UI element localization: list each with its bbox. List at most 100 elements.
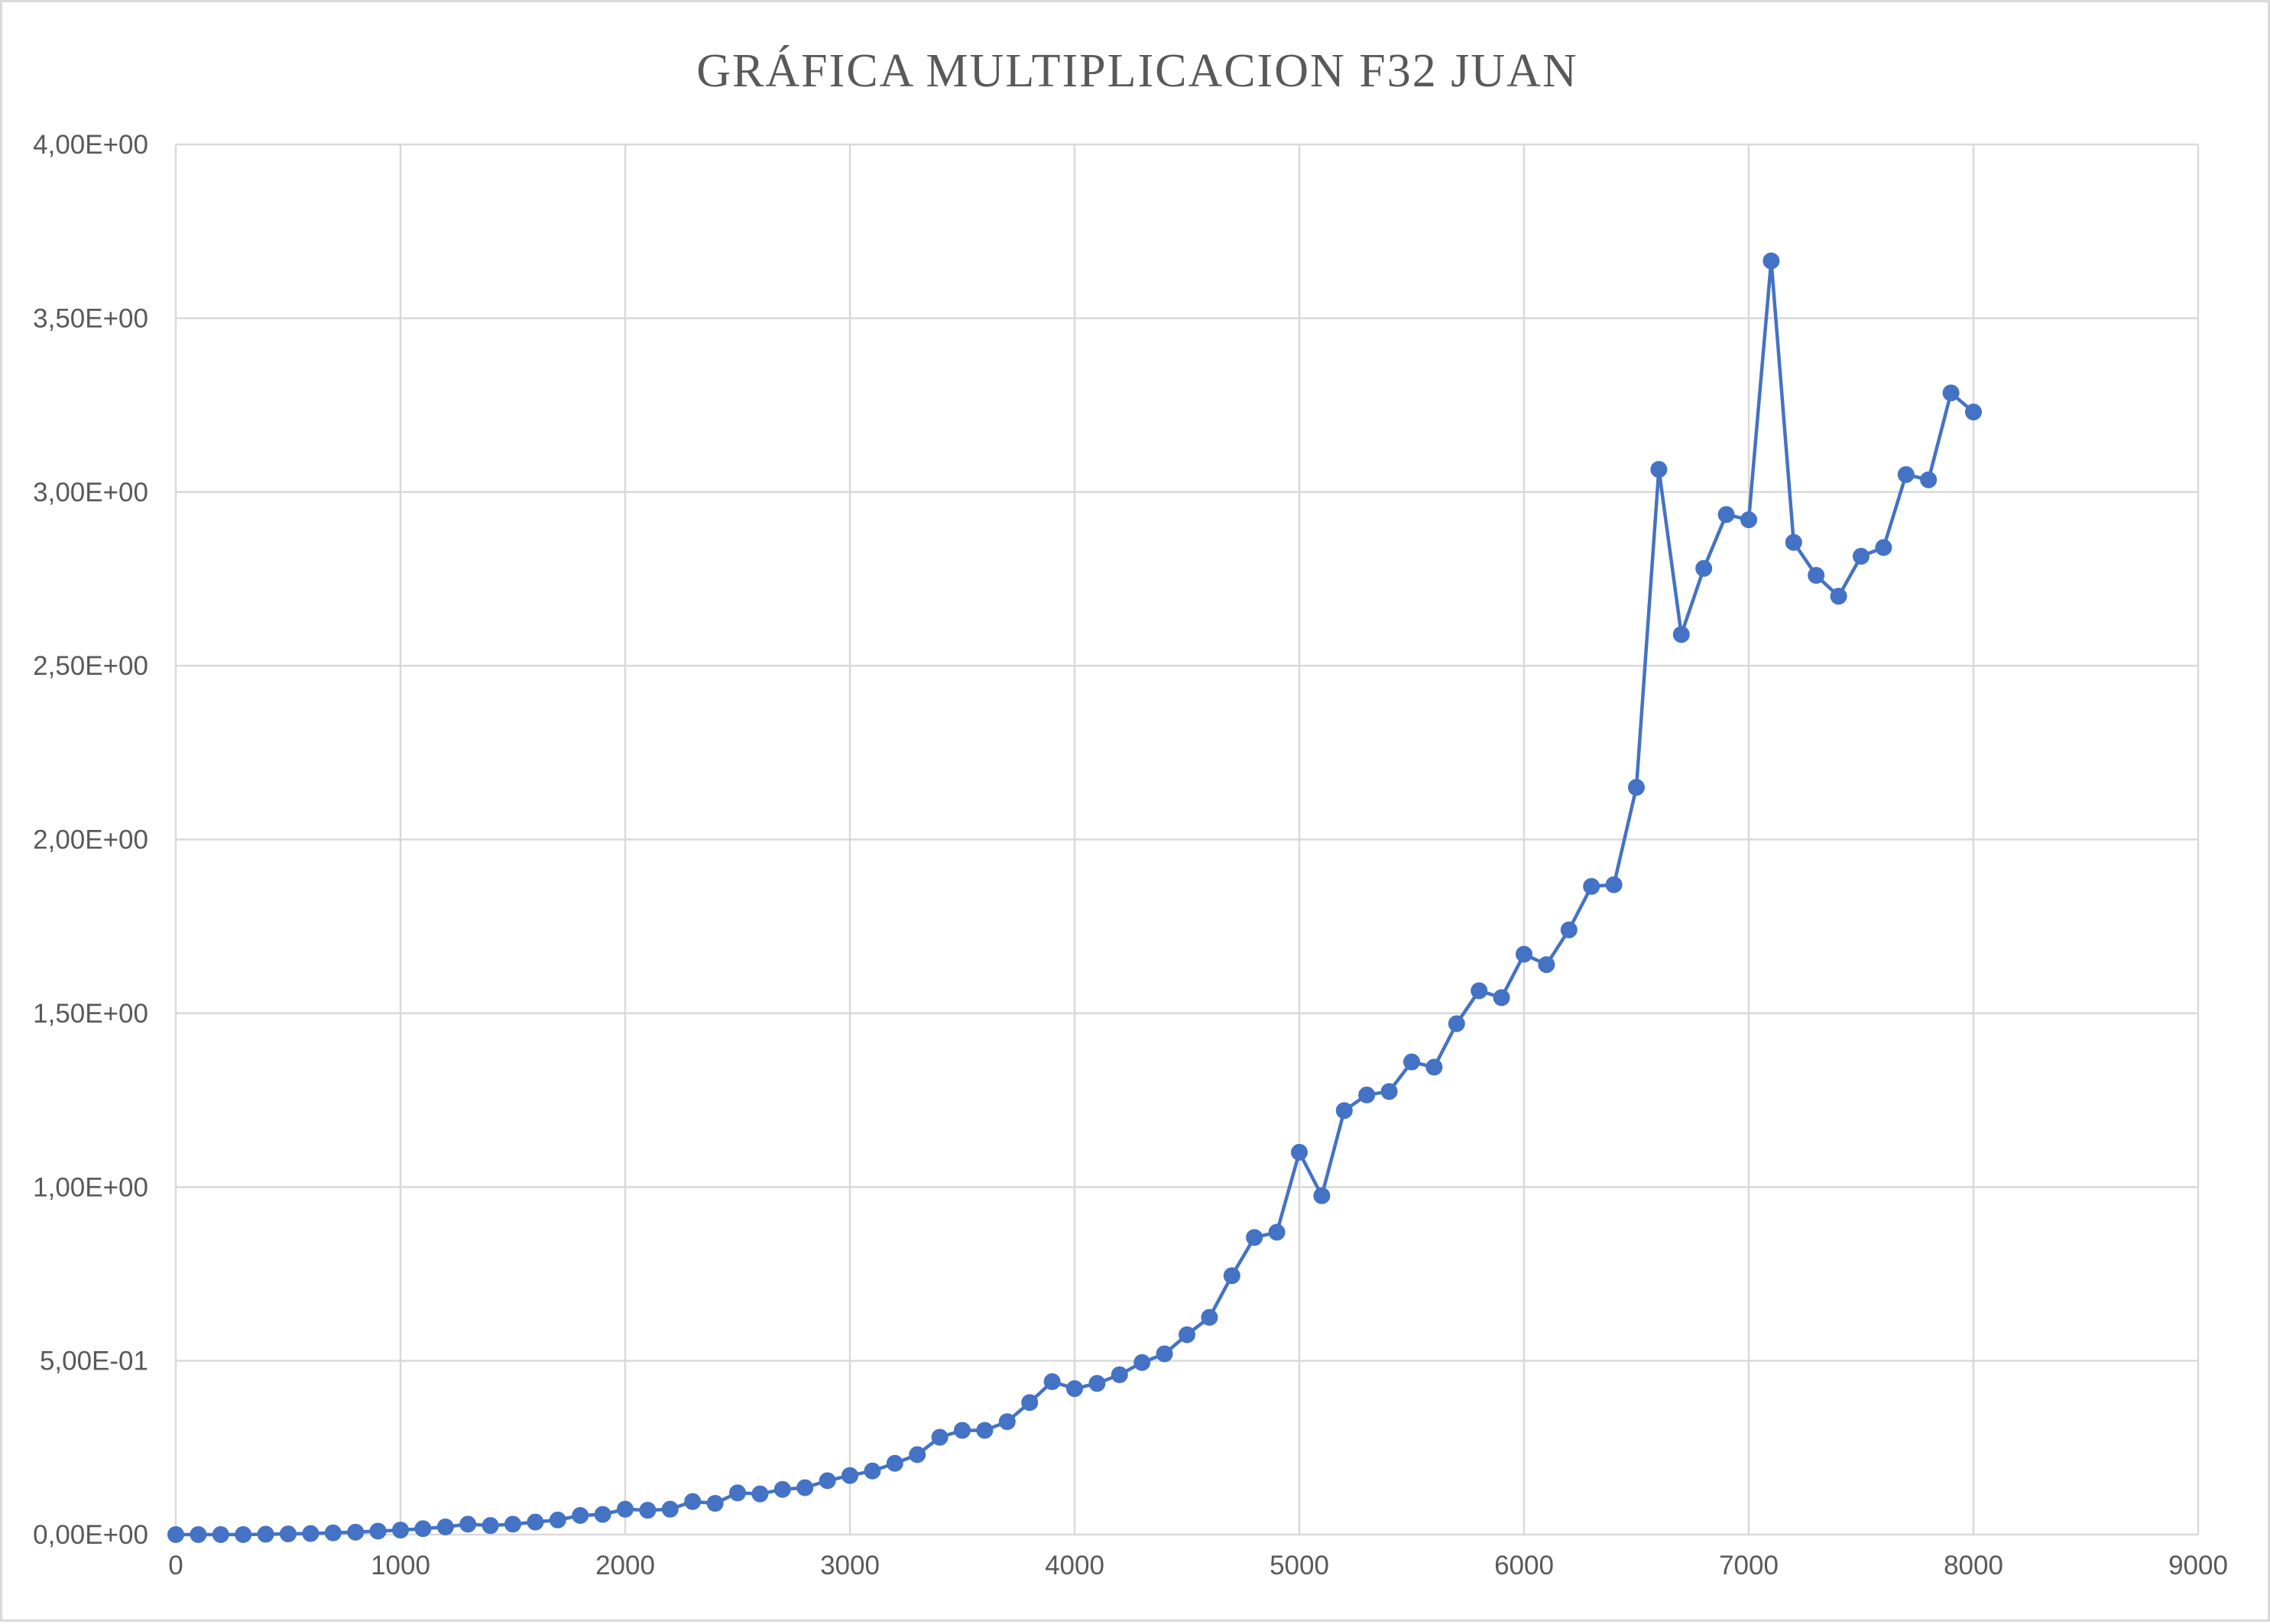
y-tick-label: 3,00E+00 — [33, 478, 148, 507]
data-point — [1246, 1229, 1263, 1246]
data-point — [1268, 1224, 1286, 1241]
data-point — [1942, 384, 1960, 402]
y-tick-label: 3,50E+00 — [33, 303, 148, 333]
x-tick-label: 9000 — [2168, 1551, 2228, 1580]
data-point — [1448, 1015, 1465, 1032]
data-point — [436, 1518, 454, 1535]
data-point — [504, 1515, 521, 1533]
data-point — [684, 1493, 702, 1510]
data-point — [842, 1467, 858, 1484]
data-point — [1223, 1267, 1240, 1285]
data-point — [1717, 506, 1735, 524]
data-point — [1179, 1326, 1195, 1344]
data-point — [1605, 876, 1623, 893]
x-tick-label: 2000 — [595, 1551, 655, 1580]
y-tick-label: 1,00E+00 — [33, 1172, 148, 1202]
data-point — [1111, 1366, 1128, 1383]
x-tick-label: 5000 — [1270, 1551, 1329, 1580]
data-point — [1201, 1308, 1218, 1326]
data-point — [1740, 511, 1757, 529]
data-point — [864, 1462, 881, 1480]
x-tick-label: 0 — [168, 1551, 183, 1580]
data-point — [1875, 539, 1892, 556]
data-point — [1560, 921, 1578, 938]
data-point — [324, 1524, 342, 1541]
x-tick-label: 7000 — [1719, 1551, 1779, 1580]
data-point — [1897, 466, 1915, 484]
data-point — [235, 1526, 252, 1543]
y-tick-label: 0,00E+00 — [33, 1520, 148, 1550]
data-point — [954, 1421, 971, 1439]
chart-title: GRÁFICA MULTIPLICACION F32 JUAN — [696, 45, 1578, 97]
data-point — [886, 1454, 903, 1472]
data-point — [1425, 1058, 1443, 1076]
data-point — [617, 1500, 634, 1518]
data-point — [909, 1446, 926, 1464]
data-point — [1808, 566, 1825, 584]
data-point — [1762, 252, 1780, 270]
data-point — [1628, 779, 1645, 796]
y-tick-label: 1,50E+00 — [33, 999, 148, 1029]
data-point — [212, 1526, 229, 1543]
data-point — [1471, 982, 1488, 1000]
data-point — [976, 1421, 994, 1439]
data-point — [1695, 559, 1713, 577]
data-point — [1380, 1083, 1398, 1100]
data-point — [661, 1500, 679, 1518]
data-point — [1403, 1053, 1420, 1071]
data-point — [1672, 626, 1690, 643]
data-point — [1021, 1394, 1039, 1412]
gridlines — [174, 143, 2200, 1536]
data-point — [1088, 1375, 1106, 1392]
data-point — [1853, 547, 1870, 565]
data-point — [639, 1502, 657, 1519]
data-point — [459, 1515, 477, 1533]
y-tick-label: 5,00E-01 — [40, 1347, 148, 1376]
data-point — [1335, 1102, 1353, 1120]
y-tick-label: 4,00E+00 — [33, 130, 148, 160]
data-point — [751, 1485, 769, 1502]
data-point — [167, 1526, 184, 1543]
data-point — [369, 1522, 387, 1540]
data-point — [1291, 1143, 1308, 1161]
data-point — [729, 1484, 746, 1502]
data-point — [347, 1523, 365, 1541]
y-tick-label: 2,00E+00 — [33, 825, 148, 855]
data-point — [819, 1472, 836, 1489]
data-point — [1785, 533, 1802, 551]
data-point — [190, 1526, 207, 1543]
x-tick-label: 1000 — [371, 1551, 430, 1580]
data-point — [1156, 1345, 1173, 1363]
data-point — [1538, 956, 1555, 974]
data-point — [280, 1525, 297, 1543]
data-point — [594, 1506, 611, 1523]
data-point — [998, 1413, 1016, 1431]
data-point — [1965, 404, 1982, 421]
data-point — [414, 1520, 432, 1538]
data-point — [1133, 1353, 1151, 1371]
y-tick-label: 2,50E+00 — [33, 651, 148, 681]
data-point — [1583, 877, 1600, 895]
axis-tick-labels: 0,00E+00 5,00E-01 1,00E+00 1,50E+00 2,00E+00… — [33, 130, 2228, 1580]
data-point — [796, 1479, 814, 1496]
data-point — [1830, 588, 1847, 605]
data-point — [1516, 945, 1532, 963]
data-point — [1066, 1380, 1083, 1398]
data-point — [482, 1517, 499, 1535]
data-point — [257, 1525, 274, 1543]
data-series — [167, 252, 1982, 1543]
data-point — [572, 1506, 589, 1524]
data-point — [1920, 471, 1938, 488]
data-point — [773, 1480, 791, 1498]
data-point — [1650, 461, 1668, 478]
data-point — [392, 1522, 409, 1539]
data-point — [1043, 1373, 1061, 1390]
data-point — [931, 1428, 949, 1446]
data-point — [706, 1495, 724, 1512]
x-tick-label: 3000 — [820, 1551, 880, 1580]
x-tick-label: 8000 — [1944, 1551, 2003, 1580]
data-point — [302, 1525, 319, 1542]
x-tick-label: 6000 — [1494, 1551, 1554, 1580]
